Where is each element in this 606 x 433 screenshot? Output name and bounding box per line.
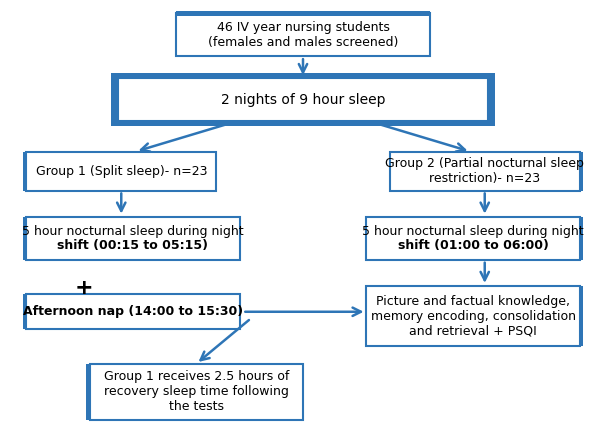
FancyBboxPatch shape [26, 216, 239, 260]
Text: 2 nights of 9 hour sleep: 2 nights of 9 hour sleep [221, 93, 385, 107]
FancyBboxPatch shape [87, 364, 94, 420]
FancyBboxPatch shape [118, 78, 488, 121]
FancyBboxPatch shape [176, 11, 430, 16]
FancyBboxPatch shape [23, 294, 30, 329]
Text: shift (01:00 to 06:00): shift (01:00 to 06:00) [398, 239, 548, 252]
FancyBboxPatch shape [176, 13, 430, 56]
FancyBboxPatch shape [90, 364, 303, 420]
Text: +: + [75, 278, 93, 298]
Text: Group 1 receives 2.5 hours of
recovery sleep time following
the tests: Group 1 receives 2.5 hours of recovery s… [104, 370, 289, 414]
Text: 5 hour nocturnal sleep during night: 5 hour nocturnal sleep during night [362, 225, 584, 238]
Text: Group 2 (Partial nocturnal sleep
restriction)- n=23: Group 2 (Partial nocturnal sleep restric… [385, 157, 584, 185]
FancyBboxPatch shape [576, 286, 583, 346]
FancyBboxPatch shape [576, 216, 583, 260]
Text: shift (00:15 to 05:15): shift (00:15 to 05:15) [58, 239, 208, 252]
Text: 5 hour nocturnal sleep during night: 5 hour nocturnal sleep during night [22, 225, 244, 238]
FancyBboxPatch shape [367, 286, 580, 346]
Text: Group 1 (Split sleep)- n=23: Group 1 (Split sleep)- n=23 [36, 165, 207, 178]
Text: Afternoon nap (14:00 to 15:30): Afternoon nap (14:00 to 15:30) [23, 305, 243, 318]
FancyBboxPatch shape [390, 152, 580, 191]
Text: Picture and factual knowledge,
memory encoding, consolidation
and retrieval + PS: Picture and factual knowledge, memory en… [371, 294, 576, 338]
Text: 46 IV year nursing students
(females and males screened): 46 IV year nursing students (females and… [208, 21, 398, 48]
FancyBboxPatch shape [367, 216, 580, 260]
FancyBboxPatch shape [26, 152, 216, 191]
FancyBboxPatch shape [26, 294, 239, 329]
FancyBboxPatch shape [23, 216, 30, 260]
FancyBboxPatch shape [23, 152, 30, 191]
FancyBboxPatch shape [576, 152, 583, 191]
FancyBboxPatch shape [112, 73, 494, 126]
